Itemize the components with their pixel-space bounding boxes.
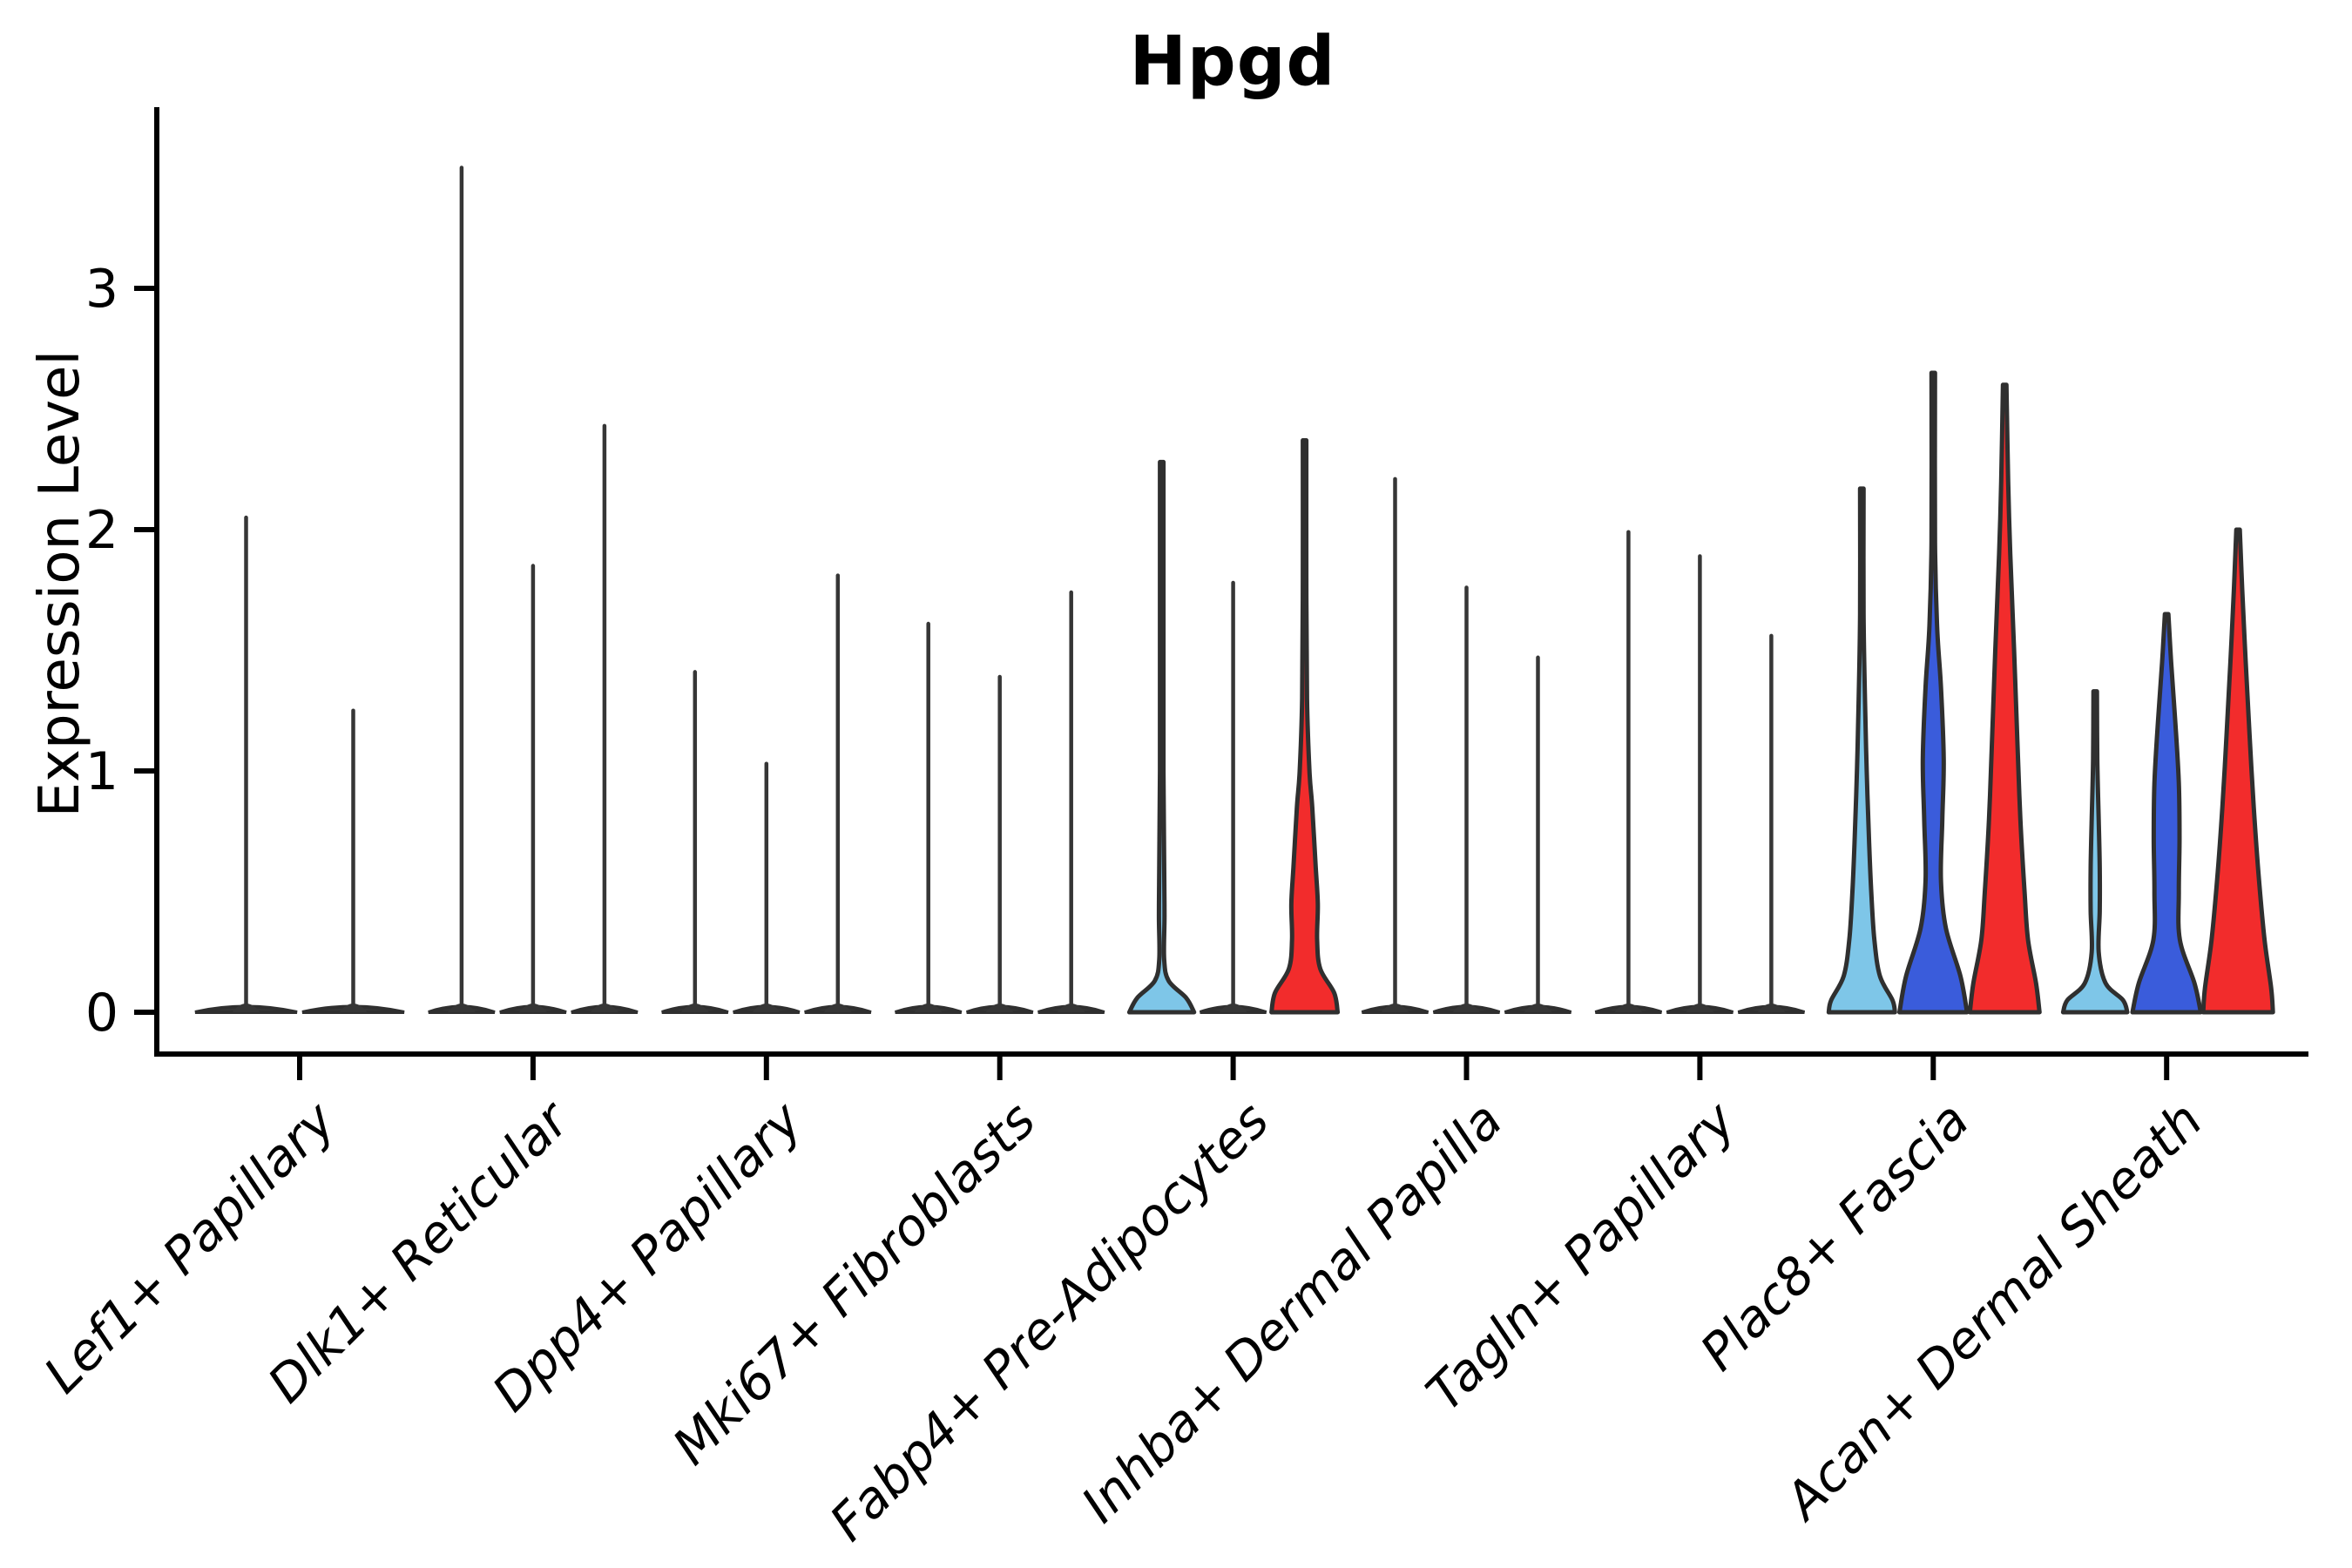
violin-body-4-2 bbox=[1269, 438, 1341, 1015]
violin-body-8-1 bbox=[2130, 612, 2203, 1015]
chart-title: Hpgd bbox=[1129, 23, 1336, 101]
violin-body-7-0 bbox=[1826, 486, 1897, 1015]
violin-body-4-0 bbox=[1126, 459, 1197, 1015]
y-tick-label-1: 1 bbox=[85, 741, 118, 802]
violin-body-7-2 bbox=[1967, 382, 2042, 1015]
x-tick-label-8: Acan+ Dermal Sheath bbox=[1771, 1091, 2213, 1533]
y-tick-label-0: 0 bbox=[85, 983, 118, 1044]
violin-body-8-0 bbox=[2060, 689, 2130, 1015]
x-tick-label-5: Inhba+ Dermal Papilla bbox=[1070, 1091, 1513, 1534]
y-tick-label-2: 2 bbox=[85, 500, 118, 561]
y-tick-label-3: 3 bbox=[85, 259, 118, 320]
y-axis-label: Expression Level bbox=[28, 349, 92, 818]
x-tick-label-4: Fabp4+ Pre-Adipocytes bbox=[818, 1091, 1280, 1552]
violin-body-7-1 bbox=[1897, 370, 1970, 1015]
violin-body-8-2 bbox=[2200, 527, 2275, 1015]
